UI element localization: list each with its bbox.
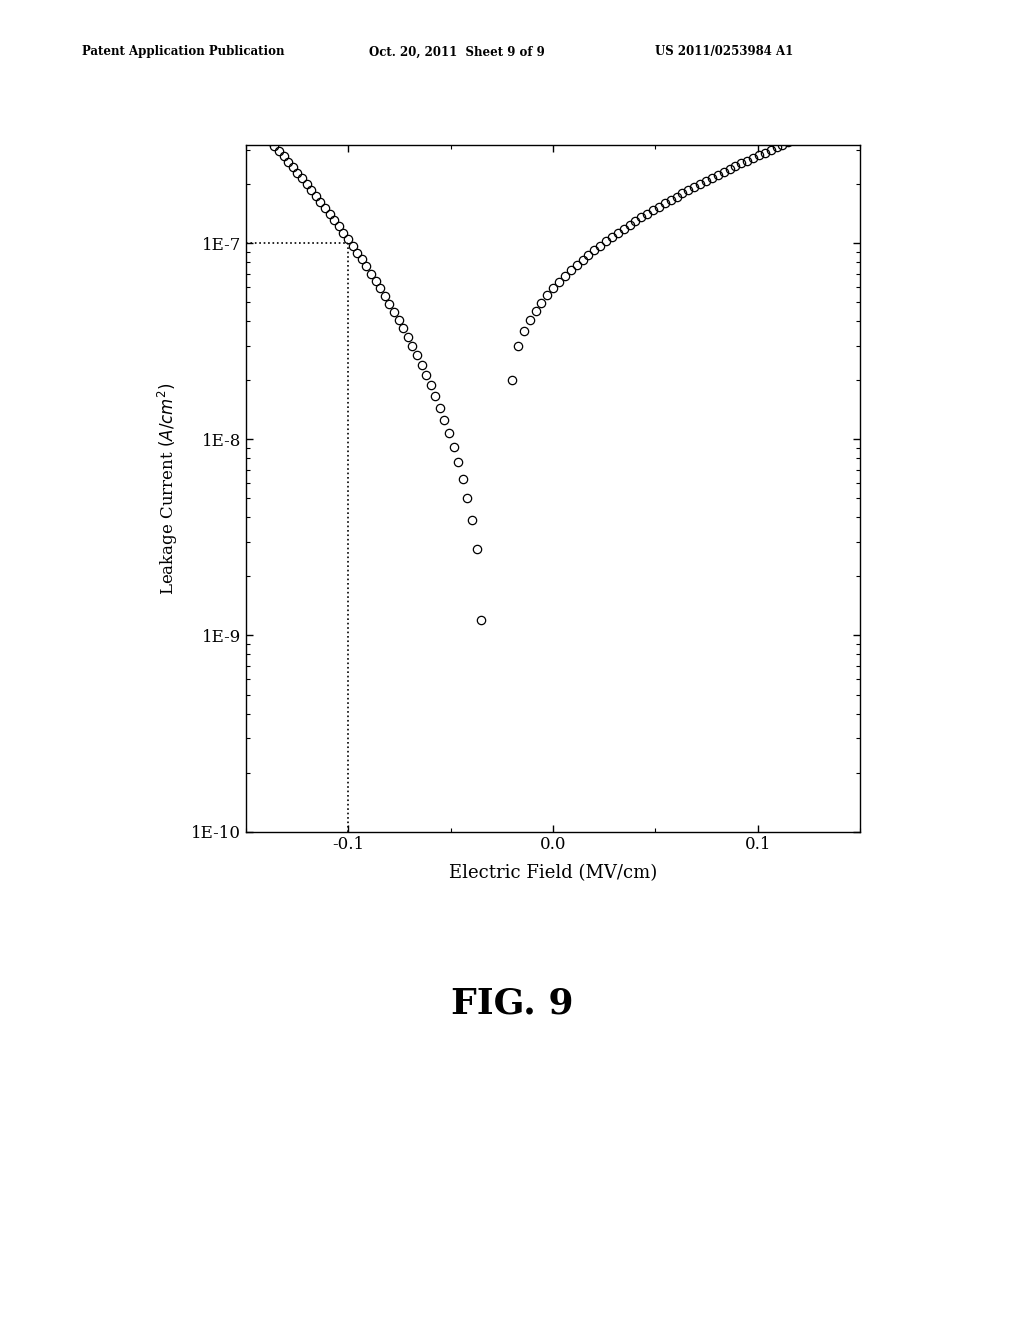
Text: US 2011/0253984 A1: US 2011/0253984 A1: [655, 45, 794, 58]
X-axis label: Electric Field (MV/cm): Electric Field (MV/cm): [449, 865, 657, 883]
Text: Oct. 20, 2011  Sheet 9 of 9: Oct. 20, 2011 Sheet 9 of 9: [369, 45, 545, 58]
Text: FIG. 9: FIG. 9: [451, 986, 573, 1020]
Text: Patent Application Publication: Patent Application Publication: [82, 45, 285, 58]
Y-axis label: Leakage Current $(A/cm^2)$: Leakage Current $(A/cm^2)$: [156, 381, 180, 595]
